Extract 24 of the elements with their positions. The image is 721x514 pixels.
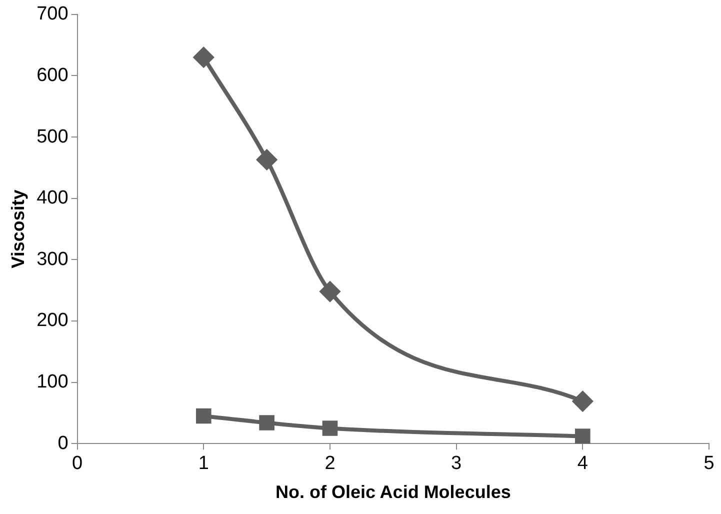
x-tick-label: 2 bbox=[324, 453, 336, 474]
point bbox=[572, 391, 593, 412]
y-tick-label: 600 bbox=[36, 64, 68, 86]
point bbox=[196, 408, 212, 424]
point bbox=[259, 415, 274, 430]
x-tick-label: 4 bbox=[577, 453, 588, 474]
y-tick-label: 400 bbox=[36, 188, 68, 209]
x-tick-label: 0 bbox=[72, 453, 83, 474]
x-axis-title: No. of Oleic Acid Molecules bbox=[275, 482, 511, 502]
point bbox=[322, 420, 338, 436]
point bbox=[256, 150, 277, 170]
y-tick-label: 300 bbox=[36, 248, 68, 270]
point bbox=[194, 47, 214, 68]
point bbox=[320, 282, 340, 302]
y-tick-label: 100 bbox=[36, 372, 68, 393]
y-tick-label: 0 bbox=[58, 432, 68, 454]
y-tick-label: 700 bbox=[36, 4, 68, 25]
point bbox=[575, 428, 590, 444]
y-axis-title: Viscosity bbox=[8, 190, 28, 268]
x-tick-label: 1 bbox=[198, 453, 209, 474]
x-tick-label: 5 bbox=[704, 453, 714, 474]
y-tick-label: 200 bbox=[36, 310, 68, 332]
y-tick-label: 500 bbox=[36, 126, 68, 148]
x-tick-label: 3 bbox=[451, 453, 462, 474]
